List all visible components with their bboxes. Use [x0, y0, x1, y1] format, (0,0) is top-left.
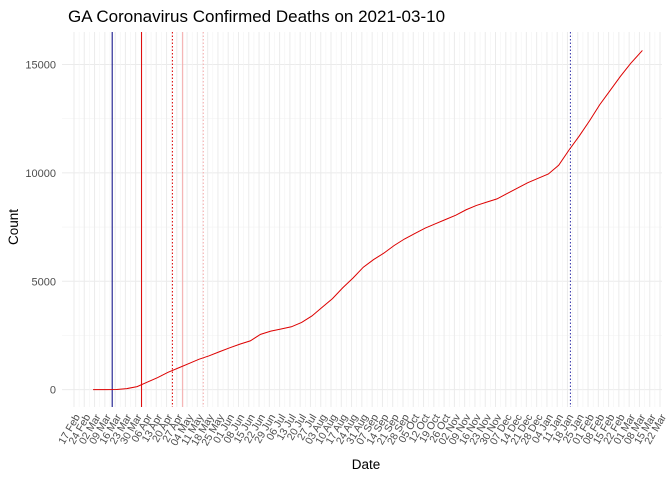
y-tick-label: 0: [50, 385, 56, 397]
x-axis-title: Date: [352, 457, 381, 472]
plot-grid: [62, 32, 662, 407]
series-group: [93, 50, 643, 391]
y-tick-label: 15000: [25, 60, 56, 72]
y-tick-label: 10000: [25, 168, 56, 180]
chart-title: GA Coronavirus Confirmed Deaths on 2021-…: [68, 7, 445, 26]
reference-lines: [111, 32, 571, 407]
y-axis-title: Count: [6, 209, 21, 245]
y-tick-label: 5000: [32, 276, 56, 288]
y-axis-ticks: 0 5000 10000 15000: [25, 60, 56, 397]
series-line: [93, 50, 643, 391]
